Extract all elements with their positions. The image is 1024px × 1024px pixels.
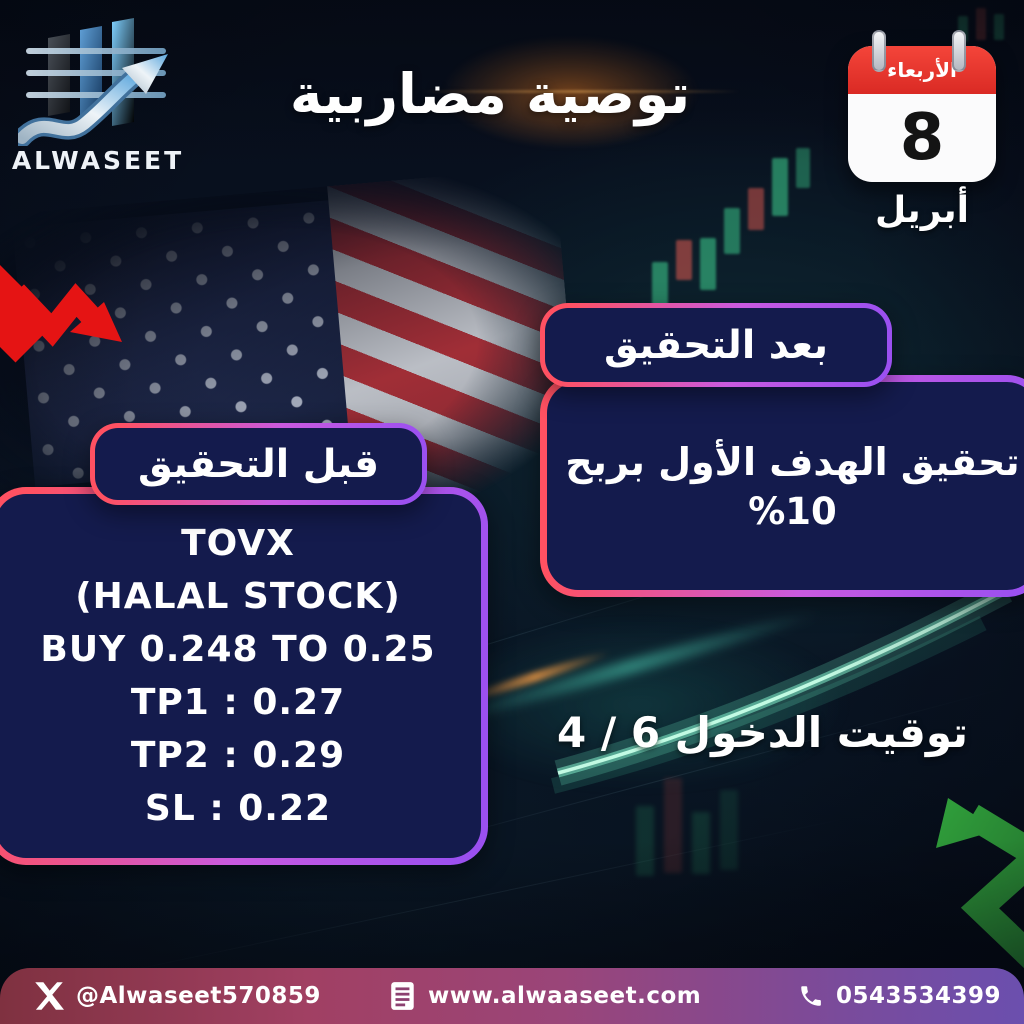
background-candle <box>772 158 788 216</box>
after-box: تحقيق الهدف الأول بربح %10 <box>540 375 1024 597</box>
background-candle <box>676 240 692 280</box>
entry-timing: توقيت الدخول 6 / 4 <box>557 708 968 757</box>
background-candle <box>994 14 1004 40</box>
calendar-header: الأربعاء <box>848 46 996 94</box>
calendar-day: 8 <box>899 101 945 175</box>
take-profit-2: TP2 : 0.29 <box>130 735 346 776</box>
brand-name: ALWASEET <box>11 146 185 175</box>
background-candle <box>636 806 654 876</box>
calendar-widget: الأربعاء 8 <box>848 46 996 182</box>
background-candle <box>748 188 764 230</box>
background-candle <box>724 208 740 254</box>
ticker-symbol: TOVX <box>181 523 295 564</box>
phone-item[interactable]: 0543534399 <box>798 968 1001 1024</box>
background-candle <box>700 238 716 290</box>
website-icon <box>391 982 414 1010</box>
red-down-arrow-icon <box>0 264 122 363</box>
background-candle <box>692 812 710 874</box>
calendar-peg-icon <box>872 30 886 72</box>
twitter-item[interactable]: @Alwaseet570859 <box>34 968 321 1024</box>
brand-logo-icon <box>18 18 168 146</box>
stock-note: (HALAL STOCK) <box>75 576 401 617</box>
background-candle <box>796 148 810 188</box>
calendar-peg-icon <box>952 30 966 72</box>
before-box: TOVX (HALAL STOCK) BUY 0.248 TO 0.25 TP1… <box>0 487 488 865</box>
calendar-month: أبريل <box>875 190 969 231</box>
phone-number: 0543534399 <box>836 983 1002 1009</box>
calendar-weekday: الأربعاء <box>887 58 957 82</box>
green-up-arrow-icon <box>936 798 1024 969</box>
page-title: توصية مضاربية <box>289 62 691 126</box>
result-line: تحقيق الهدف الأول بربح <box>565 439 1020 484</box>
twitter-x-icon <box>35 982 64 1010</box>
twitter-handle: @Alwaseet570859 <box>76 983 321 1009</box>
website-url: www.alwaaseet.com <box>428 983 702 1009</box>
buy-range: BUY 0.248 TO 0.25 <box>40 629 436 670</box>
phone-icon <box>801 986 821 1006</box>
after-badge: بعد التحقيق <box>540 303 892 387</box>
before-badge: قبل التحقيق <box>90 423 427 505</box>
background-candle <box>976 8 986 40</box>
stop-loss: SL : 0.22 <box>144 788 332 829</box>
take-profit-1: TP1 : 0.27 <box>130 682 346 723</box>
after-badge-label: بعد التحقيق <box>604 322 828 368</box>
footer-bar: @Alwaseet570859 www.alwaaseet.com 054353… <box>0 968 1024 1024</box>
result-value: %10 <box>748 489 837 533</box>
website-item[interactable]: www.alwaaseet.com <box>390 968 701 1024</box>
before-badge-label: قبل التحقيق <box>137 441 380 487</box>
background-candle <box>720 790 738 870</box>
background-candle <box>652 262 668 306</box>
